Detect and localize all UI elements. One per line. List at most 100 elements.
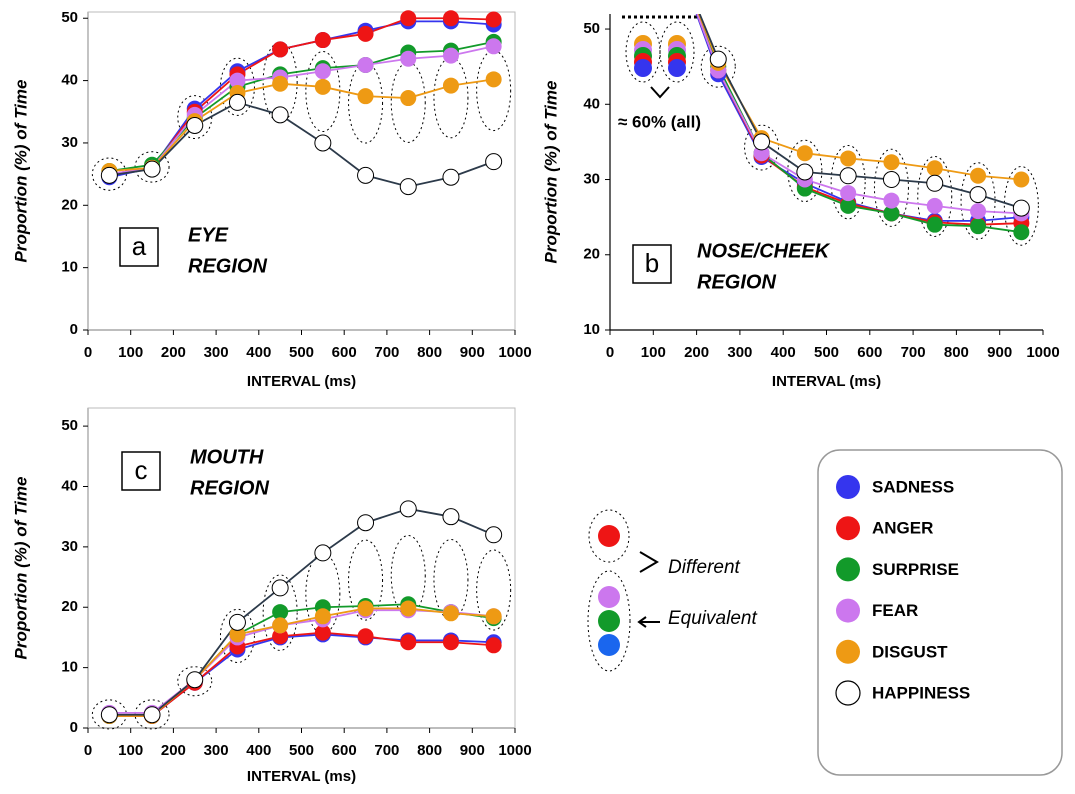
point (1012, 199, 1030, 217)
point (272, 617, 289, 634)
x-tick-label: 200 (161, 344, 186, 361)
stack-dot (634, 59, 652, 77)
group-ellipse (873, 148, 909, 227)
x-tick-label: 600 (332, 344, 357, 361)
point (229, 72, 246, 89)
series-line (109, 101, 494, 188)
x-tick-label: 900 (460, 742, 485, 759)
point (485, 608, 502, 625)
region-title: EYE (188, 224, 229, 246)
series-line (109, 609, 494, 714)
point (400, 10, 417, 27)
point (228, 613, 246, 631)
legend-swatch (836, 516, 860, 541)
point (442, 168, 460, 186)
series-line (109, 631, 494, 717)
point (796, 145, 813, 162)
group-ellipse (476, 50, 512, 132)
x-tick-label: 500 (289, 742, 314, 759)
key-dot (598, 525, 620, 547)
series-line (698, 14, 1022, 209)
x-tick-label: 700 (374, 344, 399, 361)
group-ellipse (348, 539, 384, 621)
key-dot (598, 610, 620, 632)
y-tick-label: 30 (583, 170, 600, 187)
series-line (109, 507, 495, 716)
stack-dot (668, 59, 686, 77)
point (1013, 171, 1030, 188)
point (883, 192, 900, 209)
offscale-marker (622, 15, 698, 99)
key-arrow (637, 616, 647, 628)
point (926, 197, 943, 214)
x-tick-label: 100 (118, 742, 143, 759)
point (840, 150, 857, 167)
point (314, 78, 331, 95)
group-ellipse (177, 666, 213, 697)
x-tick-label: 0 (84, 742, 92, 759)
point (883, 205, 900, 222)
x-tick-label: 400 (246, 742, 271, 759)
series-line (697, 14, 1022, 234)
point (970, 203, 987, 220)
x-tick-label: 800 (417, 344, 442, 361)
y-tick-label: 30 (61, 538, 78, 555)
point (442, 508, 460, 526)
point (357, 514, 375, 532)
point (970, 218, 987, 235)
group-ellipse (219, 608, 255, 664)
x-tick-label: 1000 (498, 742, 531, 759)
group-ellipse (744, 124, 780, 171)
data-layer (91, 10, 512, 196)
group-ellipse (433, 57, 469, 139)
point (186, 671, 204, 689)
group-ellipse (787, 139, 823, 203)
point (882, 171, 900, 189)
point (796, 163, 814, 181)
legend-swatch (836, 639, 860, 664)
x-tick-label: 700 (901, 344, 926, 361)
group-ellipse (476, 549, 512, 631)
x-tick-label: 900 (987, 344, 1012, 361)
key-ellipse (587, 570, 631, 672)
point (753, 133, 771, 151)
point (485, 153, 503, 171)
legend-swatch (836, 475, 860, 499)
key-dot (598, 586, 620, 608)
x-tick-label: 400 (771, 344, 796, 361)
y-tick-label: 20 (583, 246, 600, 263)
series-line (109, 45, 494, 176)
region-title: REGION (188, 255, 267, 277)
point (314, 63, 331, 80)
point (399, 500, 417, 518)
panel-box (119, 227, 159, 267)
point (970, 167, 987, 184)
legend: SADNESS ANGER SURPRISE FEAR DISGUST HAPPINESS (835, 475, 970, 706)
region-title: REGION (190, 477, 269, 499)
x-axis-label: INTERVAL (ms) (247, 768, 356, 785)
group-ellipse (960, 162, 996, 240)
series-line (109, 78, 494, 172)
group-ellipse (348, 62, 384, 144)
x-tick-label: 200 (161, 742, 186, 759)
point (272, 75, 289, 92)
y-tick-label: 50 (61, 9, 78, 26)
x-tick-label: 800 (944, 344, 969, 361)
annotation: ≈ 60% (all) (618, 112, 701, 131)
legend-box (817, 449, 1063, 776)
region-title: REGION (697, 271, 776, 293)
group-ellipse (1003, 166, 1039, 246)
point (357, 628, 374, 645)
series-line (696, 14, 1022, 226)
x-tick-label: 500 (814, 344, 839, 361)
point (186, 116, 204, 134)
x-tick-label: 700 (374, 742, 399, 759)
point (400, 50, 417, 67)
point (357, 57, 374, 73)
x-tick-label: 300 (204, 742, 229, 759)
group-ellipse (305, 51, 341, 132)
